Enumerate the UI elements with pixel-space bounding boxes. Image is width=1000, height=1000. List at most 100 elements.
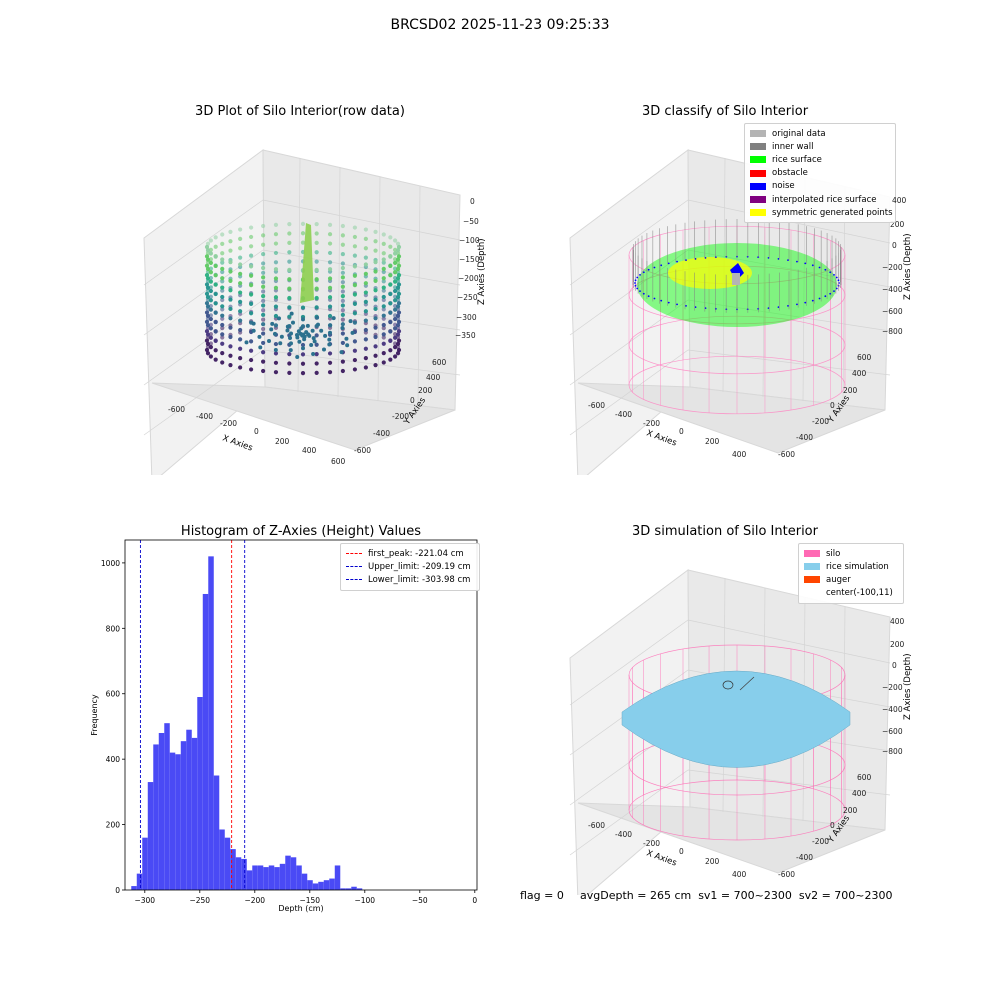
raw-point xyxy=(327,313,333,319)
raw-point xyxy=(228,363,233,368)
raw-point xyxy=(350,330,355,335)
histogram-y-tick-label: 200 xyxy=(106,821,121,830)
classify-noise-point xyxy=(694,306,697,309)
raw-point xyxy=(248,348,254,353)
raw-point xyxy=(213,244,218,249)
raw-point xyxy=(228,316,233,321)
classify-noise-point xyxy=(824,295,827,298)
raw-point xyxy=(208,251,213,256)
raw-point xyxy=(393,298,398,303)
raw-point xyxy=(396,338,402,343)
raw-point xyxy=(220,269,225,275)
raw-point xyxy=(340,368,345,374)
raw-point xyxy=(395,351,401,356)
legend-label: auger xyxy=(826,574,851,585)
raw-point xyxy=(261,270,266,275)
histogram-bar xyxy=(191,737,198,890)
classify-noise-point xyxy=(838,282,840,284)
raw-point xyxy=(220,266,225,271)
classify-y-tick-label: 0 xyxy=(830,401,835,410)
raw-point xyxy=(352,292,358,297)
raw-y-tick-labels: -600 -400 -200 0 200 400 600 xyxy=(354,358,447,455)
classify-noise-point xyxy=(642,271,645,274)
raw-point xyxy=(228,288,233,293)
raw-point xyxy=(288,336,293,340)
raw-point xyxy=(272,331,277,336)
raw-z-tick-label: −250 xyxy=(457,293,478,302)
raw-point xyxy=(300,305,306,310)
raw-point xyxy=(395,295,401,300)
raw-y-tick-label: -400 xyxy=(373,429,390,438)
histogram-bar xyxy=(334,865,341,890)
simulation-legend: silo rice simulation auger center(-100,1… xyxy=(798,543,904,604)
raw-point xyxy=(363,236,368,242)
raw-point xyxy=(238,236,243,242)
raw-point xyxy=(228,229,233,234)
raw-point xyxy=(238,281,243,286)
raw-point xyxy=(261,322,266,327)
raw-point xyxy=(287,259,292,264)
classify-y-tick-label: 600 xyxy=(857,353,872,362)
legend-line xyxy=(346,579,362,581)
simulation-y-tick-label: 200 xyxy=(843,806,858,815)
raw-point xyxy=(213,263,218,269)
raw-point xyxy=(277,316,281,321)
classify-x-tick-label: 400 xyxy=(732,450,747,459)
raw-point xyxy=(396,244,402,250)
raw-point xyxy=(238,290,243,295)
depth-stats: avgDepth = 265 cm sv1 = 700~2300 sv2 = 7… xyxy=(580,889,893,902)
raw-point xyxy=(340,289,345,294)
raw-point xyxy=(220,251,225,256)
histogram-y-tick-label: 600 xyxy=(106,690,121,699)
classify-z-tick-label: −200 xyxy=(882,263,903,272)
raw-point xyxy=(213,357,218,362)
classify-z-tick-label: −800 xyxy=(882,327,903,336)
raw-point xyxy=(278,341,283,346)
grid-line xyxy=(687,299,891,332)
raw-point xyxy=(228,269,233,274)
classify-legend: original data inner wall rice surface ob… xyxy=(744,123,896,224)
classify-legend-entry: symmetric generated points xyxy=(750,206,893,219)
raw-point xyxy=(204,263,210,268)
raw-point xyxy=(261,251,266,257)
simulation-plot-title: 3D simulation of Silo Interior xyxy=(632,524,818,539)
raw-point xyxy=(395,276,401,281)
classify-noise-cluster xyxy=(730,263,744,281)
classify-noise-point xyxy=(660,299,663,302)
legend-line xyxy=(346,566,362,568)
classify-noise-point xyxy=(636,287,639,290)
raw-point xyxy=(393,279,398,284)
raw-point xyxy=(340,331,345,336)
raw-point xyxy=(204,244,210,250)
raw-point xyxy=(393,238,398,243)
classify-y-tick-label: 200 xyxy=(843,386,858,395)
raw-point xyxy=(373,353,378,358)
raw-point xyxy=(363,309,368,314)
legend-swatch xyxy=(804,563,820,571)
raw-point xyxy=(373,260,378,265)
histogram-y-tick-label: 0 xyxy=(115,886,120,895)
raw-point xyxy=(340,242,345,247)
raw-point xyxy=(205,266,211,272)
raw-point xyxy=(213,273,218,278)
legend-label: center(-100,11) xyxy=(826,588,893,599)
raw-point xyxy=(305,323,310,328)
histogram-x-tick-label: −150 xyxy=(299,896,320,905)
raw-point xyxy=(363,290,368,295)
raw-point xyxy=(279,334,284,339)
raw-point xyxy=(352,264,358,269)
raw-point xyxy=(363,355,368,361)
raw-point xyxy=(381,279,386,284)
raw-point xyxy=(340,261,345,266)
raw-point xyxy=(285,324,290,329)
histogram-x-tick-label: −300 xyxy=(134,896,155,905)
raw-point xyxy=(261,294,266,299)
raw-point xyxy=(340,325,345,330)
raw-point xyxy=(287,286,292,291)
raw-point xyxy=(314,277,319,282)
raw-point xyxy=(213,320,218,325)
raw-point xyxy=(352,273,358,278)
raw-point xyxy=(328,323,333,328)
raw-point xyxy=(340,223,345,229)
raw-point xyxy=(299,326,304,331)
